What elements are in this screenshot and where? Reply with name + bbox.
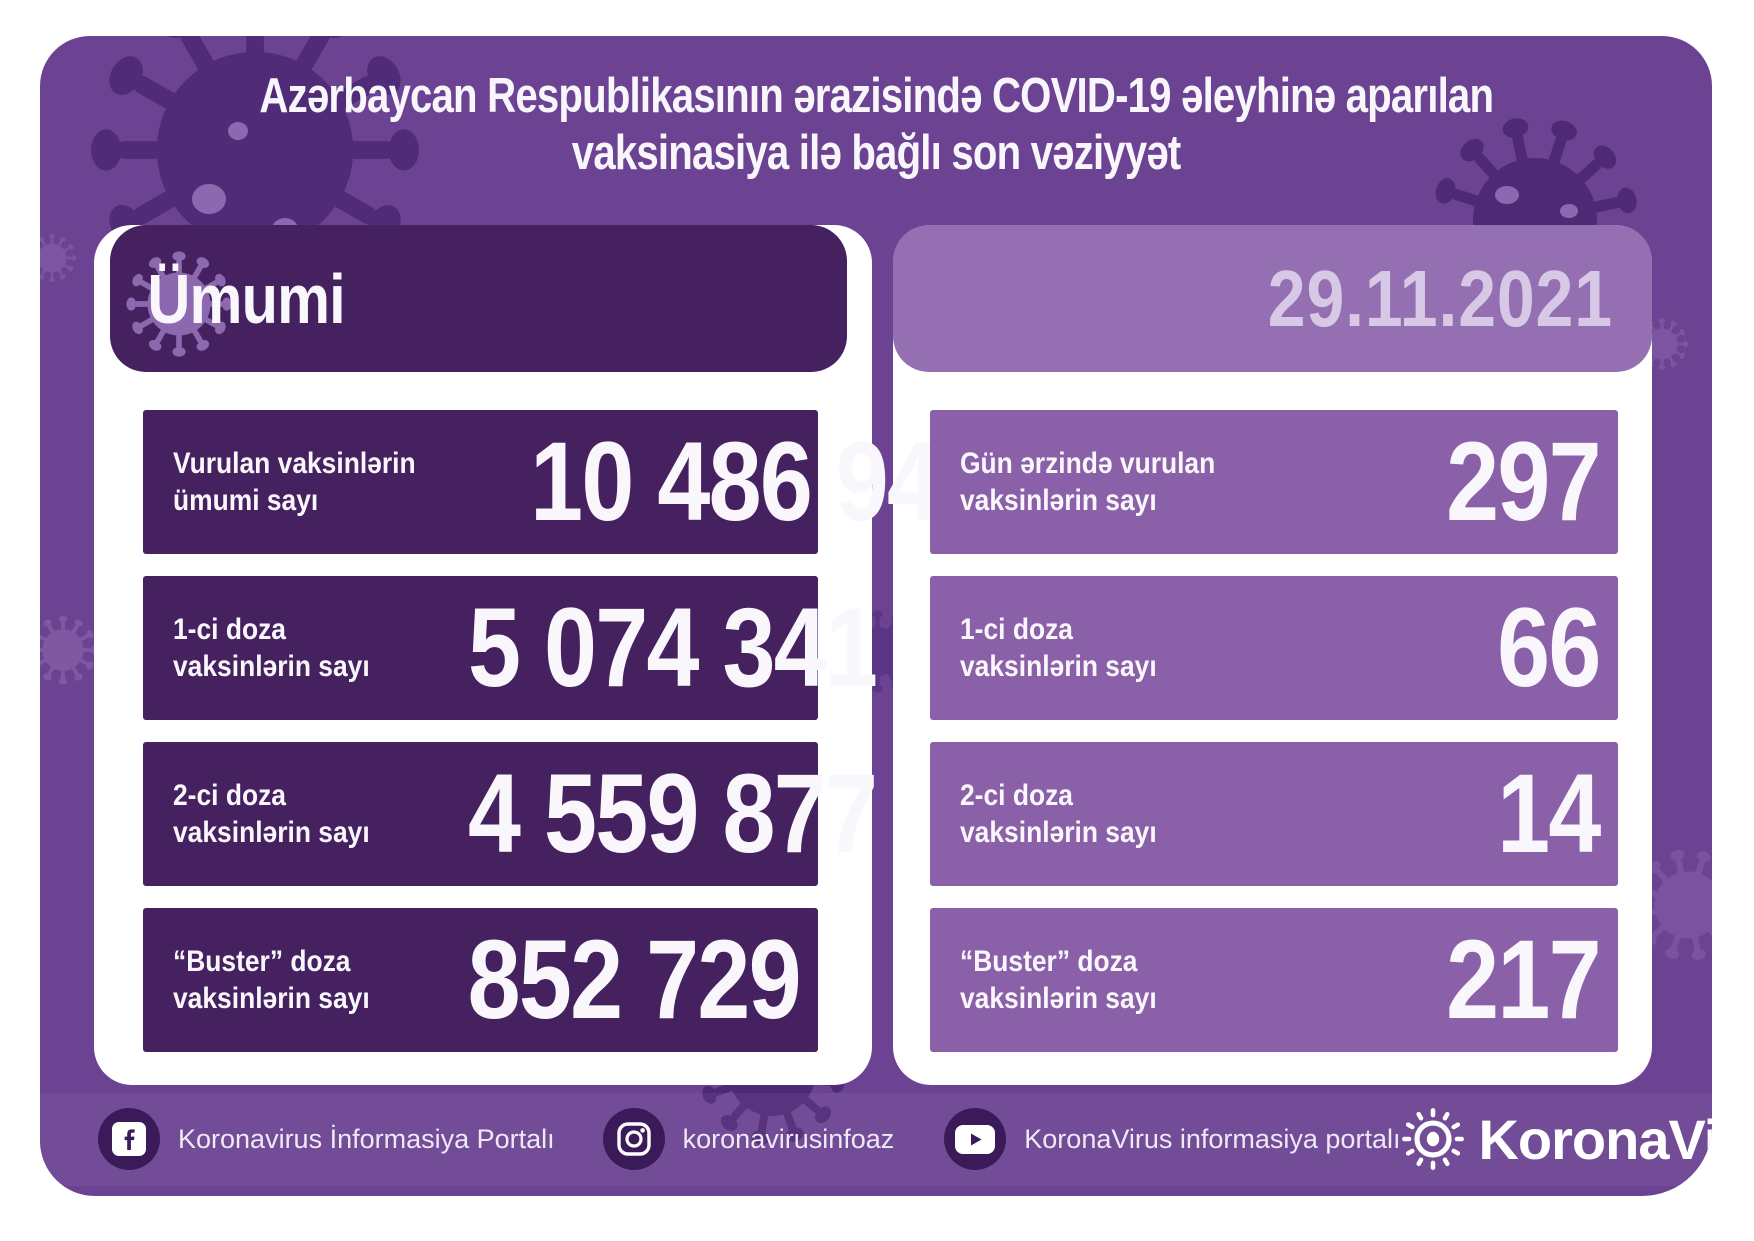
stat-value: 297 <box>1446 419 1601 544</box>
totals-header: Ümumi <box>110 225 847 372</box>
stat-row-total-vaccines: Vurulan vaksinlərin ümumi sayı 10 486 947 <box>143 410 991 554</box>
virus-spot <box>1560 204 1578 218</box>
virus-spot <box>1495 186 1519 204</box>
youtube-handle[interactable]: KoronaVirus informasiya portalı <box>1024 1123 1401 1154</box>
brand-name: KoronaVirus <box>1478 1107 1712 1171</box>
stat-value: 14 <box>1497 751 1602 876</box>
stat-label: 2-ci doza vaksinlərin sayı <box>173 779 370 849</box>
page-title: Azərbaycan Respublikasının ərazisində CO… <box>40 68 1712 182</box>
stat-row-dose1-daily: 1-ci doza vaksinlərin sayı 66 <box>930 576 1618 720</box>
stat-row-booster-daily: “Buster” doza vaksinlərin sayı 217 <box>930 908 1618 1052</box>
stat-label: Gün ərzində vurulan vaksinlərin sayı <box>960 447 1216 517</box>
stat-label: 1-ci doza vaksinlərin sayı <box>173 613 370 683</box>
koronavirus-logo-icon <box>1402 1108 1465 1170</box>
totals-header-label: Ümumi <box>147 259 345 338</box>
date-header: 29.11.2021 <box>893 225 1652 372</box>
stat-row-dose1-total: 1-ci doza vaksinlərin sayı 5 074 341 <box>143 576 878 720</box>
stat-value: 10 486 947 <box>529 419 991 544</box>
stat-label: “Buster” doza vaksinlərin sayı <box>960 945 1157 1015</box>
stat-row-dose2-daily: 2-ci doza vaksinlərin sayı 14 <box>930 742 1618 886</box>
stat-label: 1-ci doza vaksinlərin sayı <box>960 613 1157 683</box>
stat-value: 4 559 877 <box>468 751 879 876</box>
virus-spot <box>192 184 226 214</box>
instagram-handle[interactable]: koronavirusinfoaz <box>682 1123 895 1154</box>
stat-label: Vurulan vaksinlərin ümumi sayı <box>173 447 416 517</box>
virus-decoration-icon <box>40 233 77 283</box>
stat-value: 5 074 341 <box>468 585 879 710</box>
facebook-icon[interactable] <box>98 1108 160 1170</box>
facebook-handle[interactable]: Koronavirus İnformasiya Portalı <box>178 1123 555 1154</box>
stat-label: “Buster” doza vaksinlərin sayı <box>173 945 370 1015</box>
stat-row-dose2-total: 2-ci doza vaksinlərin sayı 4 559 877 <box>143 742 878 886</box>
footer: Koronavirus İnformasiya Portalı koronavi… <box>98 1099 1712 1179</box>
stat-value: 852 729 <box>467 917 802 1042</box>
stat-value: 66 <box>1497 585 1602 710</box>
report-date: 29.11.2021 <box>1267 253 1613 343</box>
poster-background: Azərbaycan Respublikasının ərazisində CO… <box>40 36 1712 1196</box>
virus-spot <box>228 122 248 140</box>
stat-row-booster-total: “Buster” doza vaksinlərin sayı 852 729 <box>143 908 818 1052</box>
stat-label: 2-ci doza vaksinlərin sayı <box>960 779 1157 849</box>
page-title-line2: vaksinasiya ilə bağlı son vəziyyət <box>571 126 1181 180</box>
page-title-line1: Azərbaycan Respublikasının ərazisində CO… <box>259 69 1494 123</box>
brand-logo: KoronaVirus info <box>1400 1106 1712 1172</box>
youtube-icon[interactable] <box>944 1108 1007 1170</box>
instagram-icon[interactable] <box>602 1108 665 1170</box>
stat-row-daily-vaccines: Gün ərzində vurulan vaksinlərin sayı 297 <box>930 410 1618 554</box>
stat-value: 217 <box>1446 917 1601 1042</box>
